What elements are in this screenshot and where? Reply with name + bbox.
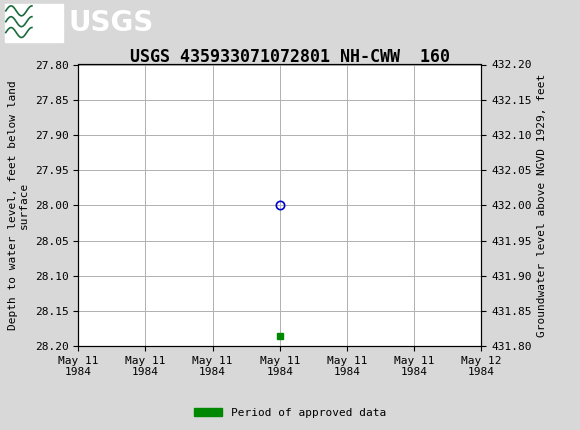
Y-axis label: Depth to water level, feet below land
surface: Depth to water level, feet below land su…	[8, 80, 29, 330]
Text: USGS 435933071072801 NH-CWW  160: USGS 435933071072801 NH-CWW 160	[130, 48, 450, 66]
FancyBboxPatch shape	[5, 3, 63, 42]
Y-axis label: Groundwater level above NGVD 1929, feet: Groundwater level above NGVD 1929, feet	[537, 74, 547, 337]
Legend: Period of approved data: Period of approved data	[190, 403, 390, 422]
Text: USGS: USGS	[68, 9, 154, 37]
